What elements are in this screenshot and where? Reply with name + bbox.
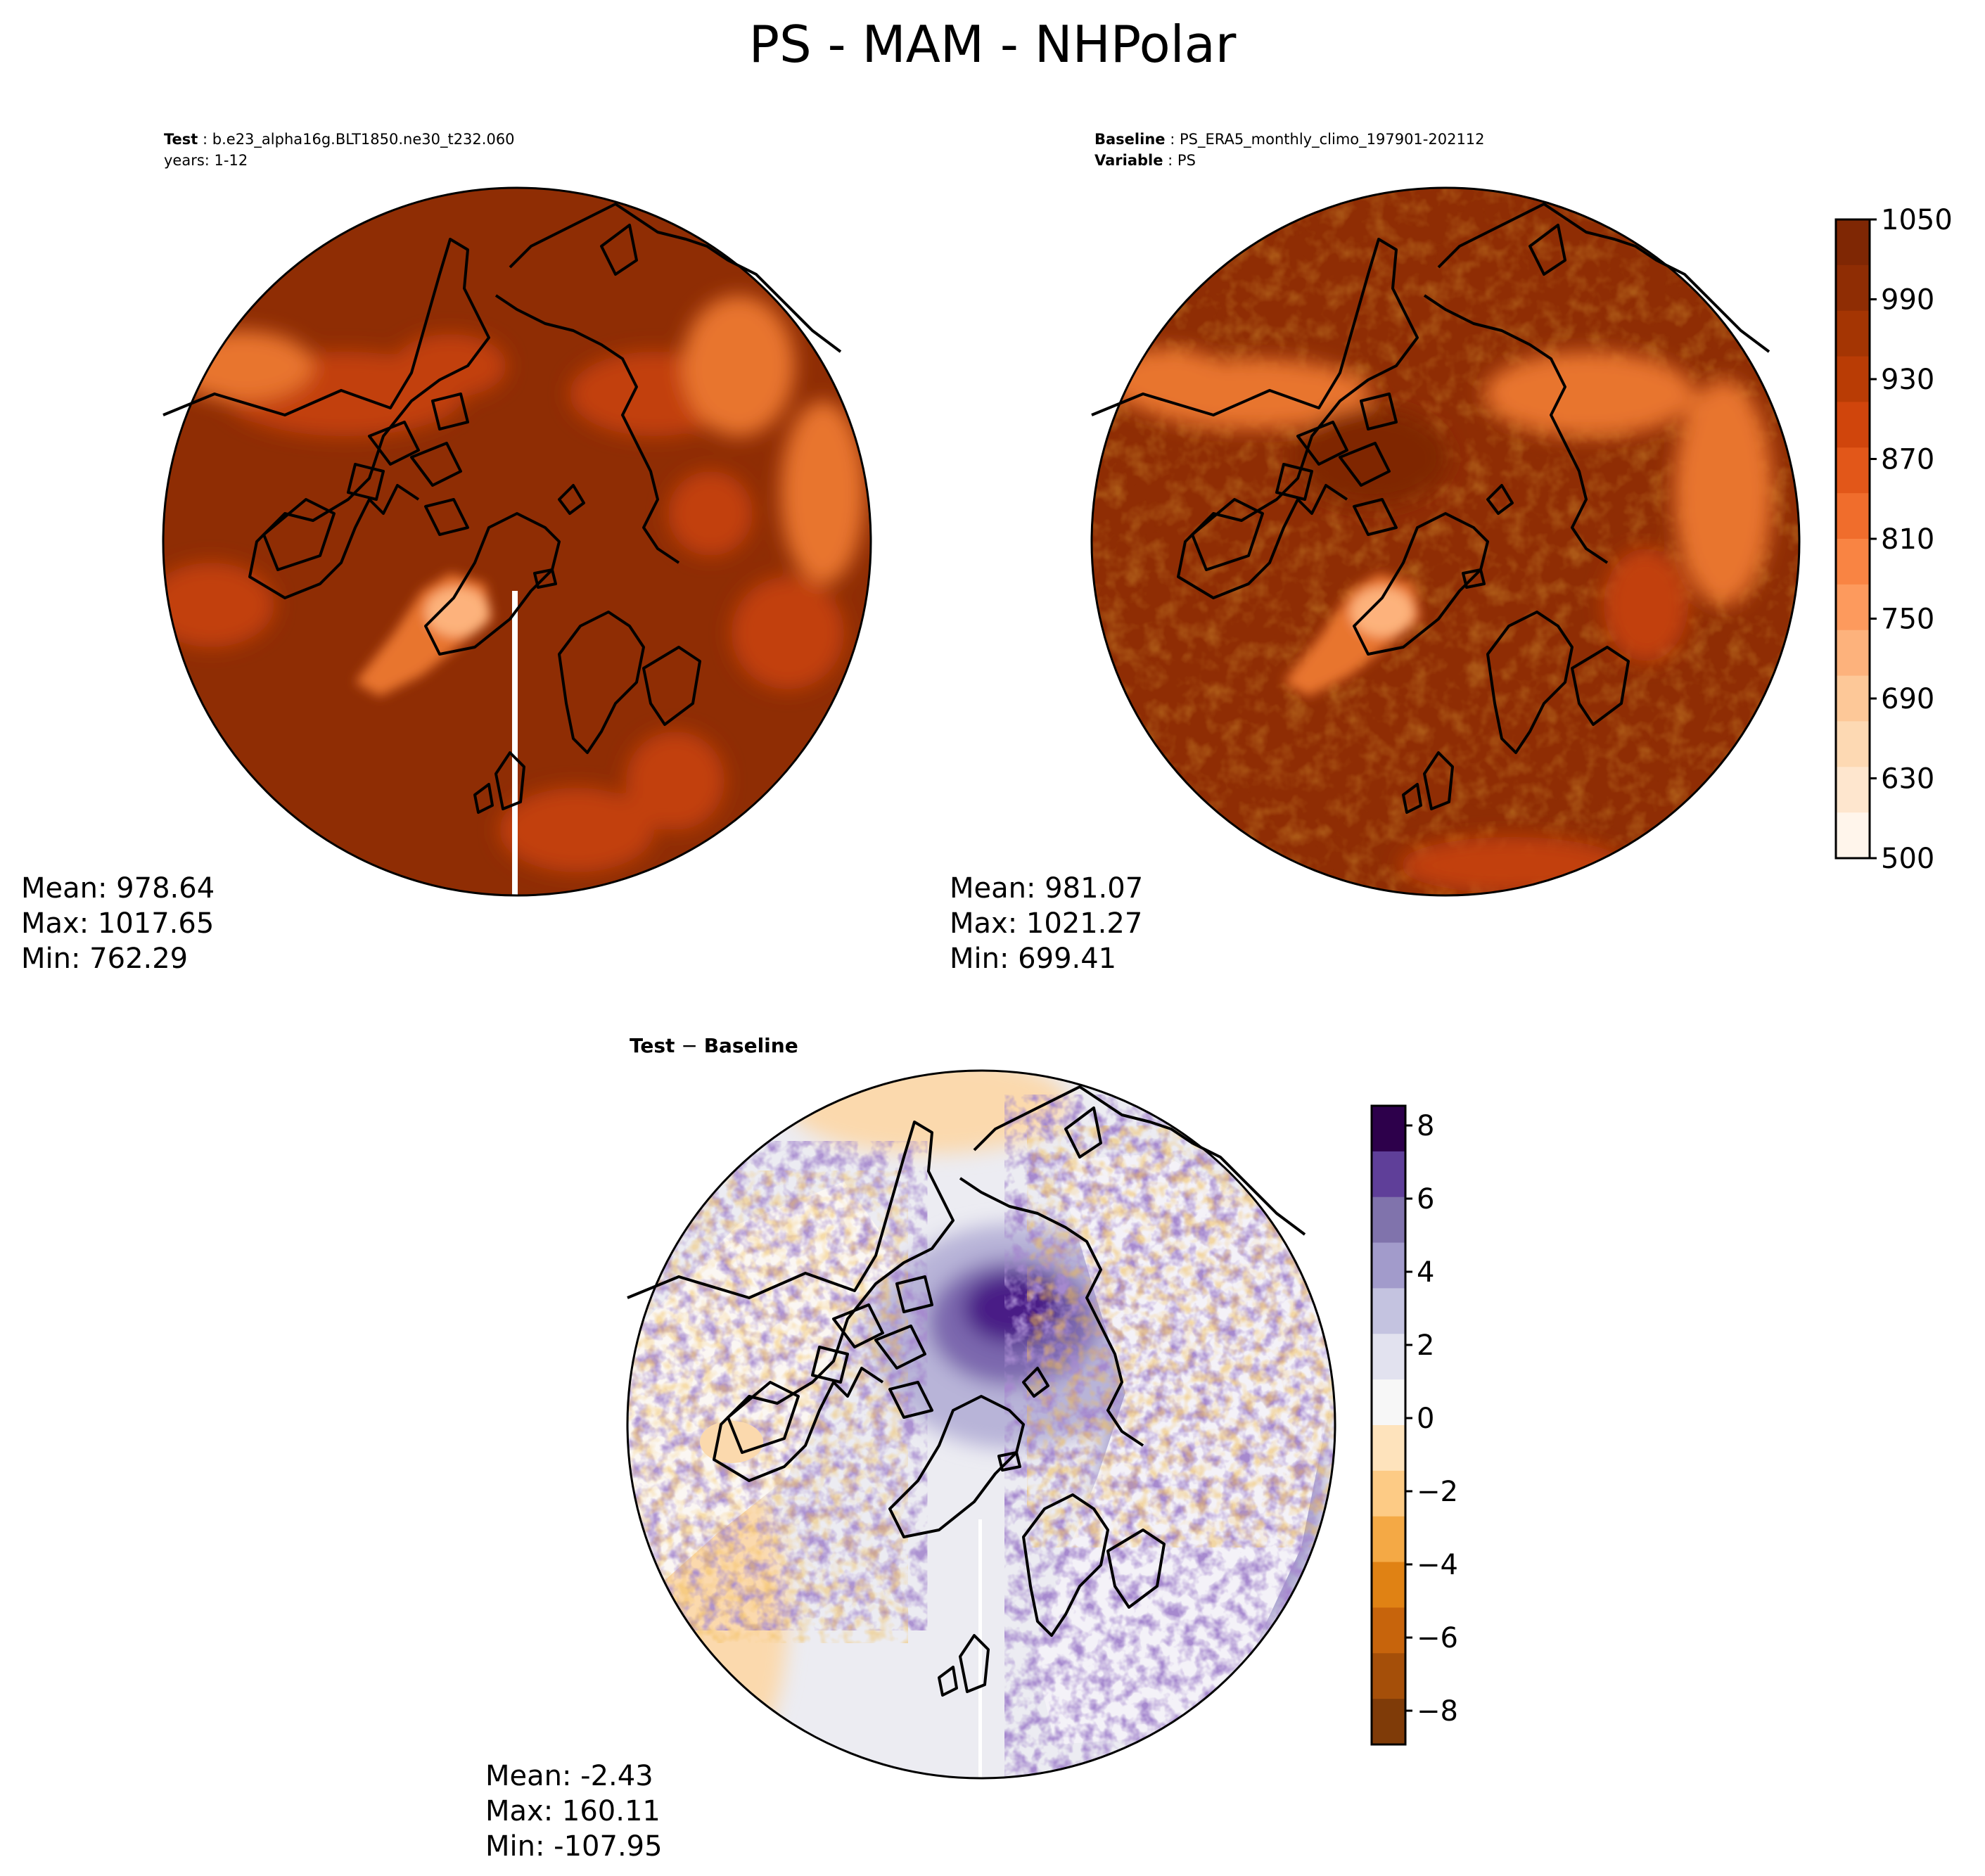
diff-colorbar-segment (1372, 1470, 1405, 1517)
ps-colorbar-tick-label: 810 (1881, 523, 1934, 556)
diff-colorbar-tick-label: 8 (1417, 1110, 1434, 1142)
ps-colorbar-tick-label: 930 (1881, 364, 1934, 396)
test-greenland-high (355, 573, 492, 696)
test-header: Test : b.e23_alpha16g.BLT1850.ne30_t232.… (164, 131, 515, 169)
variable-label: Variable (1094, 152, 1163, 169)
diff-colorbar-segment (1372, 1607, 1405, 1654)
ps-colorbar-tick-label: 750 (1881, 604, 1934, 636)
test-stats: Mean: 978.64 Max: 1017.65 Min: 762.29 (21, 871, 215, 976)
difference-mean: Mean: -2.43 (485, 1760, 653, 1792)
ps-colorbar-segment (1836, 264, 1870, 312)
diff-colorbar-tick-label: 4 (1417, 1256, 1434, 1289)
ps-colorbar-tick-label: 990 (1881, 284, 1934, 317)
baseline-header: Baseline : PS_ERA5_monthly_climo_197901-… (1094, 131, 1485, 169)
baseline-mean: Mean: 981.07 (950, 872, 1144, 905)
diff-colorbar-tick-label: 6 (1417, 1183, 1434, 1215)
diff-colorbar-segment (1372, 1562, 1405, 1609)
diff-colorbar-segment (1372, 1106, 1405, 1152)
diff-colorbar-tick-label: 2 (1417, 1329, 1434, 1362)
baseline-stats: Mean: 981.07 Max: 1021.27 Min: 699.41 (950, 871, 1143, 976)
test-years: years: 1-12 (164, 152, 248, 169)
ps-colorbar-segment (1836, 721, 1870, 767)
baseline-pressure-field (1104, 348, 1773, 893)
test-min: Min: 762.29 (21, 943, 189, 975)
diff-colorbar-segment (1372, 1699, 1405, 1745)
diff-colorbar-frame (1370, 1104, 1407, 1746)
diff-colorbar-segment (1372, 1242, 1405, 1289)
diff-colorbar-segment (1372, 1151, 1405, 1198)
ps-colorbar: 500 630 690 750 810 870 930 990 1050 (1834, 204, 1953, 875)
diff-colorbar-tick-label: −2 (1417, 1476, 1458, 1508)
test-header-value: b.e23_alpha16g.BLT1850.ne30_t232.060 (212, 131, 515, 148)
ps-colorbar-tick-label: 1050 (1881, 204, 1953, 236)
ps-colorbar-tick-label: 870 (1881, 444, 1934, 476)
ps-colorbar-segment (1836, 675, 1870, 722)
diff-colorbar-segment (1372, 1425, 1405, 1472)
baseline-max: Max: 1021.27 (950, 907, 1143, 940)
diff-colorbar-tick-label: 0 (1417, 1403, 1434, 1435)
test-mean: Mean: 978.64 (21, 872, 215, 905)
test-map (162, 186, 872, 897)
ps-colorbar-segment (1836, 219, 1870, 266)
diff-colorbar-segment (1372, 1653, 1405, 1699)
ps-colorbar-tick-label: 500 (1881, 843, 1934, 875)
ps-colorbar-segment (1836, 402, 1870, 448)
ps-colorbar-segment (1836, 310, 1870, 357)
ps-colorbar-segment (1836, 539, 1870, 585)
baseline-header-value: PS_ERA5_monthly_climo_197901-202112 (1179, 131, 1485, 148)
ps-colorbar-tick-label: 690 (1881, 683, 1934, 715)
ps-colorbar-segment (1836, 812, 1870, 859)
variable-value: PS (1177, 152, 1196, 169)
ps-colorbar-segment (1836, 447, 1870, 494)
diff-colorbar-tick-label: −6 (1417, 1622, 1458, 1654)
difference-title: Test − Baseline (630, 1034, 798, 1057)
ps-colorbar-segment (1836, 630, 1870, 677)
diff-colorbar-segment (1372, 1516, 1405, 1563)
test-map-border (162, 186, 872, 897)
ps-colorbar-segment (1836, 356, 1870, 403)
diff-colorbar-segment (1372, 1379, 1405, 1426)
diff-colorbar-tick-label: −8 (1417, 1695, 1458, 1728)
ps-colorbar-segment (1836, 493, 1870, 540)
diff-colorbar-segment (1372, 1288, 1405, 1334)
difference-seam-artifact (978, 1519, 982, 1778)
ps-colorbar-tick-label: 630 (1881, 763, 1934, 796)
baseline-map-border (1090, 186, 1801, 897)
baseline-greenland-high (1284, 573, 1421, 696)
difference-max: Max: 160.11 (485, 1795, 660, 1827)
baseline-map (1090, 186, 1801, 897)
ps-colorbar-segment (1836, 584, 1870, 631)
test-max: Max: 1017.65 (21, 907, 215, 940)
diff-colorbar-tick-label: −4 (1417, 1549, 1458, 1581)
baseline-min: Min: 699.41 (950, 943, 1117, 975)
difference-colorbar: 8 6 4 2 0 −2 −4 −6 −8 (1370, 1104, 1458, 1746)
figure-title: PS - MAM - NHPolar (748, 15, 1237, 74)
test-seam-artifact (512, 591, 518, 895)
diff-colorbar-segment (1372, 1334, 1405, 1380)
test-header-label: Test (164, 131, 198, 148)
difference-map-border (626, 1069, 1336, 1780)
ps-colorbar-segment (1836, 767, 1870, 813)
baseline-header-label: Baseline (1094, 131, 1166, 148)
test-pressure-field (163, 295, 865, 872)
difference-stats: Mean: -2.43 Max: 160.11 Min: -107.95 (485, 1759, 663, 1864)
difference-min: Min: -107.95 (485, 1830, 663, 1863)
difference-map (626, 1069, 1336, 1780)
diff-colorbar-segment (1372, 1197, 1405, 1244)
